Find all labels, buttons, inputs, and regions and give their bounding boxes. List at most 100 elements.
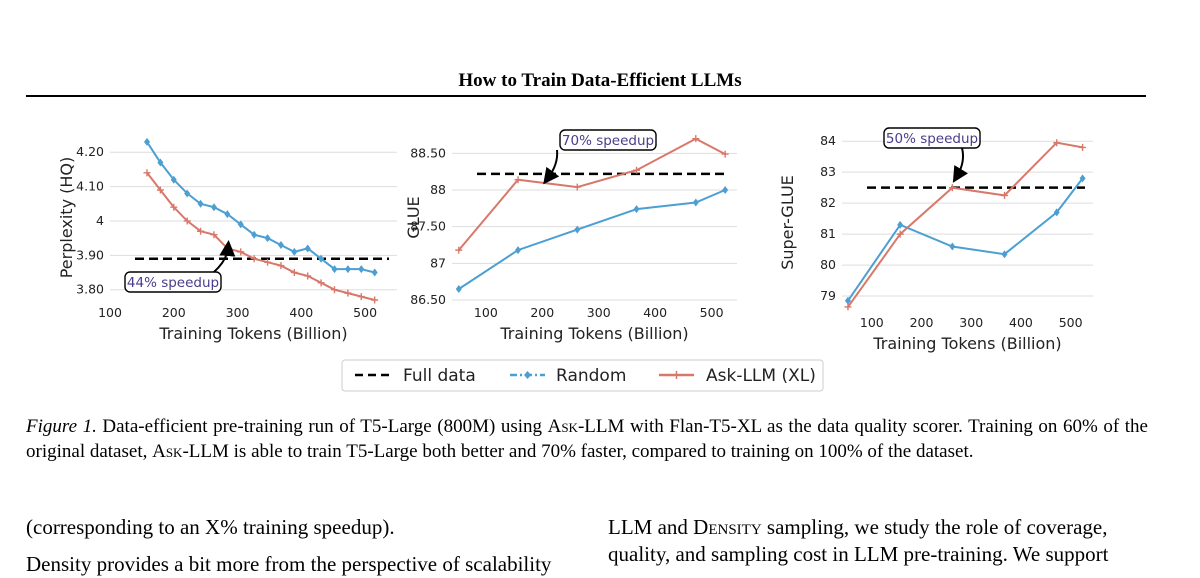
speedup-annotation-box xyxy=(559,129,657,151)
chart-superglue: 79 80 81 82 83 84 100 200 300 400 500 Training Toke… xyxy=(778,127,1093,353)
random-point xyxy=(844,296,851,305)
askllm-point xyxy=(143,169,151,177)
speedup-arrow xyxy=(213,240,236,273)
y-tick-label: 87 xyxy=(430,255,446,270)
x-tick-label: 300 xyxy=(226,305,250,320)
askllm-point xyxy=(371,296,379,304)
x-tick-label: 400 xyxy=(1009,315,1033,330)
x-tick-label: 200 xyxy=(910,315,934,330)
body-right-density: Density xyxy=(693,515,762,539)
x-axis-label: Training Tokens (Billion) xyxy=(158,324,347,343)
header-rule xyxy=(26,95,1146,97)
random-point xyxy=(722,186,729,194)
askllm-point xyxy=(330,286,338,294)
askllm-point xyxy=(344,289,352,297)
random-point xyxy=(304,244,311,253)
x-tick-label: 100 xyxy=(860,315,884,330)
askllm-point xyxy=(290,269,298,276)
askllm-point xyxy=(357,293,365,301)
random-point xyxy=(277,241,284,249)
y-tick-label: 79 xyxy=(820,288,836,303)
page-title: How to Train Data-Efficient LLMs xyxy=(458,70,742,91)
random-point xyxy=(184,189,191,198)
figure-charts: 3.80 3.90 4 4.10 4.20 100 200 300 400 500 Training… xyxy=(57,127,1093,392)
askllm-point xyxy=(277,262,285,270)
random-point xyxy=(574,225,581,234)
random-point xyxy=(1001,250,1008,259)
x-tick-label: 400 xyxy=(643,305,667,320)
body-left-line-1: (corresponding to an X% training speedup… xyxy=(26,515,395,539)
legend-random-label: Random xyxy=(556,366,626,386)
askllm-point xyxy=(304,272,312,280)
y-axis-label: Super-GLUE xyxy=(778,175,797,270)
askllm-point xyxy=(170,203,178,211)
askllm-point xyxy=(721,150,729,158)
body-right-line-2: quality, and sampling cost in LLM pre-tr… xyxy=(608,542,1109,566)
random-point xyxy=(371,268,378,277)
speedup-annotation-text: 50% speedup xyxy=(886,131,978,147)
askllm-series-line xyxy=(458,137,726,251)
speedup-annotation-box xyxy=(883,127,981,149)
random-point xyxy=(157,158,164,167)
legend-box xyxy=(341,359,824,392)
askllm-point xyxy=(844,303,852,311)
y-tick-label: 88 xyxy=(430,182,446,197)
askllm-point xyxy=(1001,191,1009,199)
random-point xyxy=(251,230,258,239)
askllm-point xyxy=(183,217,191,225)
askllm-point xyxy=(455,246,463,254)
caption-part1: Data-efficient pre-training run of T5-La… xyxy=(96,416,548,437)
legend-askllm-label: Ask-LLM (XL) xyxy=(706,366,816,386)
askllm-point xyxy=(896,230,904,238)
y-tick-label: 88.50 xyxy=(410,145,446,160)
random-series-line xyxy=(146,141,375,274)
y-tick-label: 4 xyxy=(96,213,104,228)
speedup-arrow xyxy=(543,149,560,185)
body-right-line-1-post: sampling, we study the role of coverage, xyxy=(761,515,1108,539)
body-right-line-1-pre: LLM and xyxy=(608,515,694,539)
x-tick-label: 200 xyxy=(162,305,186,320)
x-tick-label: 200 xyxy=(530,305,554,320)
askllm-point xyxy=(250,255,258,263)
speedup-annotation-text: 70% speedup xyxy=(562,133,654,149)
body-right-line-1: LLM and Density sampling, we study the r… xyxy=(608,513,1107,541)
random-point xyxy=(318,254,325,263)
x-axis-label: Training Tokens (Billion) xyxy=(872,334,1061,353)
askllm-point xyxy=(948,184,956,192)
x-tick-label: 400 xyxy=(289,305,313,320)
askllm-point xyxy=(1053,139,1061,147)
speedup-arrow xyxy=(952,147,968,183)
x-tick-label: 100 xyxy=(474,305,498,320)
random-point xyxy=(344,265,351,274)
random-point xyxy=(633,205,640,214)
speedup-annotation-box xyxy=(124,271,222,293)
askllm-point xyxy=(197,227,205,235)
caption-askllm-1: Ask-LLM xyxy=(547,416,625,437)
y-tick-label: 4.20 xyxy=(76,144,104,159)
chart-perplexity: 3.80 3.90 4 4.10 4.20 100 200 300 400 500 Training… xyxy=(57,137,397,343)
legend: Full data Random Ask-LLM (XL) xyxy=(341,359,824,392)
random-point xyxy=(1053,208,1060,217)
y-tick-label: 83 xyxy=(820,164,836,179)
legend-full-data-label: Full data xyxy=(403,366,476,386)
random-point xyxy=(170,175,177,184)
askllm-series-line xyxy=(847,141,1083,308)
x-tick-label: 300 xyxy=(587,305,611,320)
random-point xyxy=(515,246,522,255)
askllm-point xyxy=(264,258,272,266)
askllm-point xyxy=(573,183,581,191)
random-point xyxy=(197,199,204,208)
chart-glue: 86.50 87 87.50 88 88.50 100 200 300 400 500 Traini… xyxy=(404,129,737,343)
y-tick-label: 82 xyxy=(820,195,836,210)
x-axis-label: Training Tokens (Billion) xyxy=(499,324,688,343)
askllm-point xyxy=(210,231,218,239)
random-series-line xyxy=(847,177,1084,302)
speedup-annotation-text: 44% speedup xyxy=(127,275,219,291)
x-tick-label: 500 xyxy=(353,305,377,320)
caption-part2: with Flan-T5-XL as the data quality scor… xyxy=(26,416,1148,462)
random-point xyxy=(224,210,231,219)
askllm-point xyxy=(514,176,522,184)
askllm-point xyxy=(633,166,641,174)
random-point xyxy=(949,242,956,251)
random-point xyxy=(237,220,244,229)
